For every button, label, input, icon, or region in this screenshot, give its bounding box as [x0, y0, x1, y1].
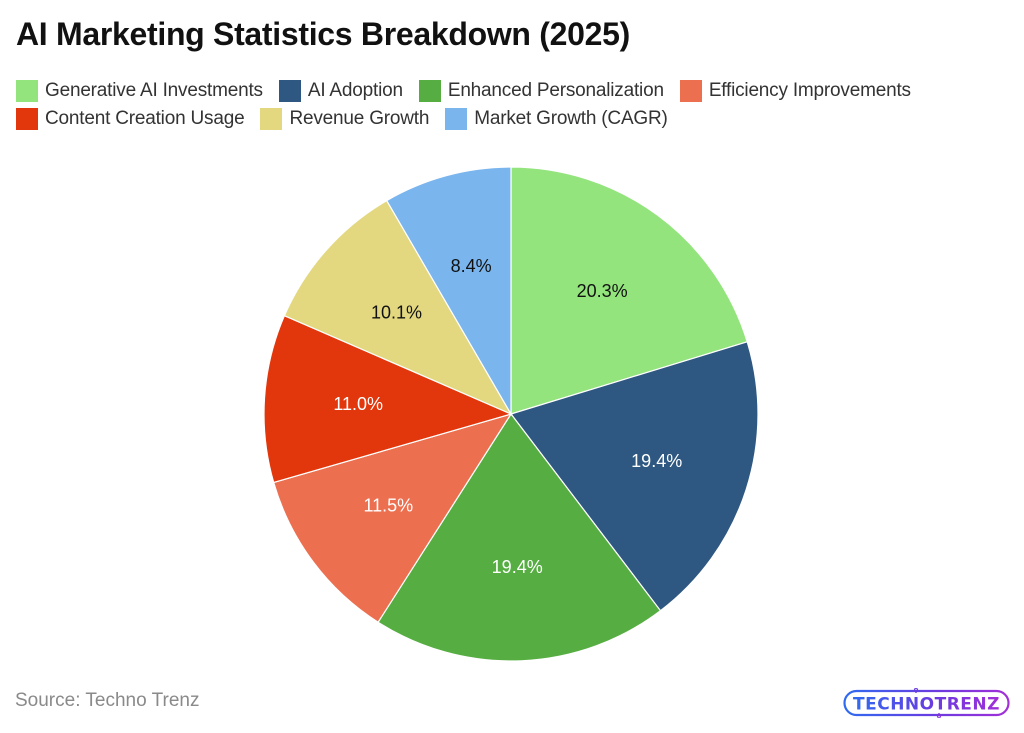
pie-slice-enhanced-personalization[interactable]	[377, 412, 662, 662]
legend-item-enhanced-personalization[interactable]: Enhanced Personalization	[418, 80, 664, 102]
legend-swatch	[278, 80, 301, 102]
legend-label: Market Growth (CAGR)	[474, 108, 668, 129]
pie-slice-revenue-growth[interactable]	[283, 199, 513, 416]
legend-swatch	[679, 80, 702, 102]
legend-label: Enhanced Personalization	[447, 80, 664, 101]
legend-label: Generative AI Investments	[45, 80, 263, 101]
legend-item-generative-ai-investments[interactable]: Generative AI Investments	[16, 80, 263, 102]
legend-item-content-creation-usage[interactable]: Content Creation Usage	[16, 108, 245, 130]
pie-slice-content-creation-usage[interactable]	[263, 314, 513, 484]
legend-item-revenue-growth[interactable]: Revenue Growth	[260, 108, 429, 130]
logo-frame-icon	[843, 689, 1010, 717]
legend-swatch	[16, 108, 38, 130]
legend-label: Efficiency Improvements	[708, 80, 911, 101]
legend-row-2: Content Creation Usage Revenue Growth Ma…	[16, 105, 1006, 133]
legend-swatch	[418, 80, 441, 102]
chart-title: AI Marketing Statistics Breakdown (2025)	[16, 16, 630, 52]
legend-swatch	[16, 80, 38, 102]
legend-item-market-growth-cagr[interactable]: Market Growth (CAGR)	[445, 108, 668, 130]
legend-item-efficiency-improvements[interactable]: Efficiency Improvements	[679, 80, 911, 102]
pie-slice-efficiency-improvements[interactable]	[272, 412, 513, 624]
legend-label: Content Creation Usage	[45, 108, 245, 129]
pie-slice-market-growth-cagr[interactable]	[385, 166, 512, 417]
pie-slices	[263, 166, 759, 662]
legend-row-1: Generative AI Investments AI Adoption En…	[16, 77, 1006, 105]
pie-slice-generative-ai-investments[interactable]	[510, 166, 748, 415]
source-note: Source: Techno Trenz	[15, 690, 200, 711]
technotrenz-logo: TECHNOTRENZ	[843, 688, 1010, 718]
legend-swatch	[260, 108, 283, 130]
legend-label: Revenue Growth	[289, 108, 430, 129]
logo-text: TECHNOTRENZ	[853, 695, 1000, 715]
legend-item-ai-adoption[interactable]: AI Adoption	[278, 80, 403, 102]
pie-slice-ai-adoption[interactable]	[510, 341, 759, 612]
chart-legend: Generative AI Investments AI Adoption En…	[16, 77, 1006, 133]
legend-swatch	[445, 108, 468, 130]
legend-label: AI Adoption	[307, 80, 403, 101]
